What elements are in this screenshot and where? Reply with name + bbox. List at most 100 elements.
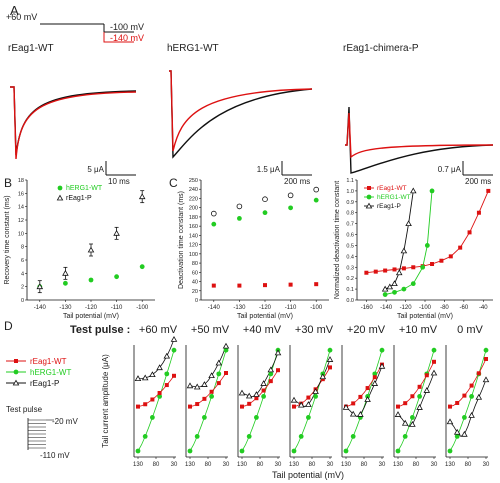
x-tick-label: 130: [445, 462, 456, 468]
data-point: [237, 216, 242, 221]
iv-subplot: 130 80 30: [185, 342, 230, 468]
herg-point: [379, 347, 385, 353]
trace-title: rEag1-WT: [8, 43, 54, 54]
legend-label: rEag1-WT: [30, 357, 67, 366]
y-tick-label: 14: [18, 205, 24, 211]
herg-point: [417, 393, 422, 399]
trace-black: [169, 70, 313, 159]
y-tick-label: 240: [189, 187, 198, 193]
reag1-wt-point: [455, 400, 460, 405]
reag1-wt-point: [372, 375, 377, 380]
pulse-label: 0 mV: [457, 324, 483, 336]
y-tick-label: 140: [189, 233, 198, 239]
data-point: [382, 292, 388, 297]
reag1-wt-point: [351, 401, 356, 406]
herg-point: [395, 448, 401, 454]
herg-point: [261, 393, 266, 399]
x-tick-label: 30: [327, 462, 334, 468]
x-tick-label: 80: [413, 462, 420, 468]
y-axis-label: Recovery time constant (ms): [4, 195, 11, 284]
legend-label: hERG1-WT: [30, 368, 71, 377]
x-tick-label: -100: [310, 305, 323, 311]
reag1-p-point: [453, 428, 461, 435]
reag1-p-point: [253, 391, 260, 397]
pulse-label: +10 mV: [399, 324, 438, 336]
reag1-wt-point: [247, 401, 252, 406]
data-point: [476, 210, 481, 215]
reag1-wt-point: [306, 395, 311, 400]
y-tick-label: 200: [189, 206, 198, 212]
y-tick-label: 0.4: [346, 254, 354, 260]
scale-time-label: 200 ms: [284, 177, 310, 186]
data-point: [88, 277, 94, 283]
data-point: [424, 243, 430, 248]
legend-label: rEag1-P: [30, 379, 59, 388]
y-tick-label: 100: [189, 252, 198, 258]
data-point: [364, 270, 369, 275]
inset-v1: -20 mV: [52, 417, 78, 426]
herg-point: [291, 448, 297, 454]
data-point: [401, 266, 406, 271]
reag1-p-point: [267, 366, 275, 373]
y-tick-label: 10: [18, 231, 24, 237]
y-tick-label: 160: [189, 224, 198, 230]
panel-d: Test pulse : +60 mV 130 80 30 +50 mV 130 80 30 +4…: [6, 324, 490, 480]
trace-red: [345, 112, 494, 159]
x-tick-label: -40: [479, 305, 488, 311]
iv-subplot: 130 80 30: [133, 335, 178, 468]
reag1-p-point: [156, 364, 163, 371]
legend-marker: [13, 369, 19, 375]
reag1-wt-point: [209, 389, 214, 394]
y-tick-label: 0.2: [346, 276, 354, 282]
herg-point: [135, 448, 141, 454]
x-tick-label: 130: [185, 462, 196, 468]
y-tick-label: 120: [189, 243, 198, 249]
herg-line: [189, 350, 227, 452]
panel-c-normalized-chart: -160 -140 -120 -100 -80 -60 -40 0.0 0.1 0.2 0.3 0.4…: [334, 178, 493, 320]
herg-line: [397, 350, 435, 452]
data-point: [448, 254, 453, 259]
herg-point: [202, 415, 207, 420]
panel-label-c: C: [169, 176, 178, 190]
y-tick-label: 8: [21, 245, 24, 251]
reag1-wt-point: [365, 386, 370, 391]
herg-point: [447, 448, 453, 454]
pulse-label: +40 mV: [243, 324, 282, 336]
reag1-wt-point: [328, 365, 332, 370]
herg-line: [449, 350, 487, 452]
reag1-p-line: [449, 379, 487, 437]
reag1-p-line: [293, 359, 331, 407]
herg-point: [223, 347, 229, 353]
reag1-p-point: [394, 411, 402, 417]
x-tick-label: -100: [419, 305, 432, 311]
pulse-label: +50 mV: [191, 324, 230, 336]
x-tick-label: 30: [275, 462, 282, 468]
data-point: [62, 269, 69, 276]
reag1-p-point: [475, 393, 483, 400]
reag1-wt-line: [241, 369, 279, 407]
x-tick-label: 80: [205, 462, 212, 468]
data-point: [313, 197, 319, 203]
trace-panel: rEag1-WT 5 μA 10 ms: [8, 43, 137, 186]
herg-point: [306, 415, 311, 420]
reag1-wt-point: [254, 396, 259, 401]
x-tick-label: -140: [208, 305, 221, 311]
reag1-p-point: [423, 387, 431, 393]
scale-time-label: 200 ms: [465, 177, 491, 186]
iv-subplot: 130 80 30: [289, 345, 334, 468]
x-tick-label: 80: [257, 462, 264, 468]
reag1-p-point: [482, 376, 490, 383]
y-tick-label: 40: [192, 280, 198, 286]
panel-b-chart: -140 -130 -120 -110 -100 0 2 4 6 8 10 12 14 16 18 Tail …: [4, 178, 155, 320]
reag1-p-point: [134, 375, 142, 381]
x-tick-label: -60: [460, 305, 469, 311]
reag1-wt-point: [150, 397, 155, 402]
x-tick-label: 80: [465, 462, 472, 468]
y-tick-label: 1.1: [346, 178, 354, 184]
y-tick-label: 16: [18, 191, 24, 197]
legend-label: rEag1-P: [377, 203, 401, 210]
reag1-p-point: [222, 342, 230, 349]
reag1-p-point: [416, 404, 423, 410]
